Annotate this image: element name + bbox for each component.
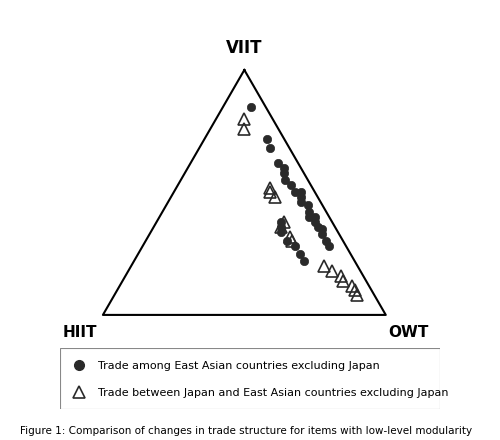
Text: Trade between Japan and East Asian countries excluding Japan: Trade between Japan and East Asian count… [98,388,449,398]
FancyBboxPatch shape [60,348,440,409]
Text: OWT: OWT [388,325,428,340]
Text: Trade among East Asian countries excluding Japan: Trade among East Asian countries excludi… [98,361,380,371]
Text: HIIT: HIIT [63,325,98,340]
Text: VIIT: VIIT [226,39,262,57]
Text: Figure 1: Comparison of changes in trade structure for items with low-level modu: Figure 1: Comparison of changes in trade… [20,425,472,436]
